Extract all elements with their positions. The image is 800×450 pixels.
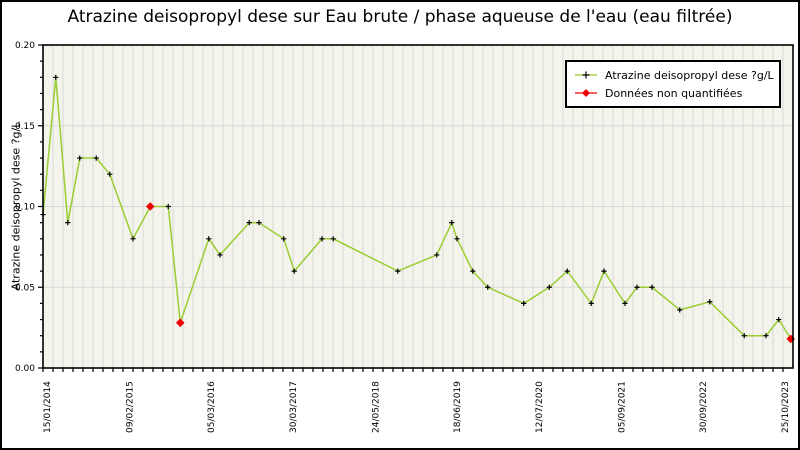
x-tick-labels: 15/01/2014 09/02/2015 05/03/2016 30/03/2017… [43,381,791,433]
data-point-marker [330,236,336,242]
data-point-marker [53,74,59,80]
y-axis-ticks: 0.00 0.05 0.10 0.15 0.20 [15,41,43,374]
x-tick-label: 30/03/2017 [289,381,299,433]
data-point-marker [521,300,527,306]
data-point-marker [217,252,223,258]
y-tick-label: 0.20 [15,41,35,51]
x-tick-label: 25/10/2023 [781,381,791,433]
x-tick-label: 30/09/2022 [699,381,709,433]
x-tick-label: 05/09/2021 [617,381,627,433]
data-point-marker [319,236,325,242]
y-tick-label: 0.10 [15,203,35,213]
y-axis-title: Atrazine deisopropyl dese ?g/L [9,121,23,291]
data-point-marker [741,333,747,339]
data-point-marker [588,300,594,306]
data-point-marker [470,268,476,274]
data-point-marker [434,252,440,258]
data-point-markers [40,74,796,344]
x-tick-label: 18/06/2019 [453,381,463,433]
legend-non-quantified-label: Données non quantifiées [605,86,743,100]
data-point-marker [395,268,401,274]
y-tick-label: 0.05 [15,283,35,293]
data-point-marker [93,155,99,161]
data-point-marker [564,268,570,274]
legend-series-label: Atrazine deisopropyl dese ?g/L [605,68,774,82]
legend-entry-series: Atrazine deisopropyl dese ?g/L [573,66,774,84]
data-point-marker [707,299,713,305]
y-tick-label: 0.15 [15,122,35,132]
chart-title: Atrazine deisopropyl dese sur Eau brute … [67,7,733,27]
data-point-marker [65,220,71,226]
data-point-marker [485,284,491,290]
data-point-marker [449,220,455,226]
data-point-marker [763,333,769,339]
data-point-marker [165,203,171,210]
data-point-marker [206,236,212,242]
data-point-marker [634,284,640,290]
data-point-marker [546,284,552,290]
data-point-marker [256,220,262,226]
data-point-marker [677,307,683,313]
data-point-marker [246,220,252,226]
non-quantified-marker [145,202,155,211]
x-tick-label: 05/03/2016 [207,381,217,433]
non-quantified-marker [175,318,185,328]
legend: Atrazine deisopropyl dese ?g/L Données n… [565,60,781,108]
x-tick-label: 12/07/2020 [535,381,545,433]
data-point-marker [454,236,460,242]
x-axis-ticks [42,368,784,372]
legend-entry-non-quantified: Données non quantifiées [573,84,773,102]
y-tick-label: 0.00 [15,364,35,374]
non-quantified-marker-icon [575,89,597,97]
data-point-marker [601,268,607,274]
data-point-marker [649,284,655,290]
data-point-marker [281,236,287,242]
x-tick-label: 09/02/2015 [125,381,135,433]
x-tick-label: 15/01/2014 [43,381,53,433]
data-point-marker [776,316,782,323]
data-point-marker [107,171,113,177]
data-point-marker [77,155,83,161]
data-point-marker [291,268,297,274]
data-point-marker [130,236,136,242]
series-line-marker-icon [575,71,597,79]
x-tick-label: 24/05/2018 [371,381,381,433]
data-point-marker [622,300,628,306]
